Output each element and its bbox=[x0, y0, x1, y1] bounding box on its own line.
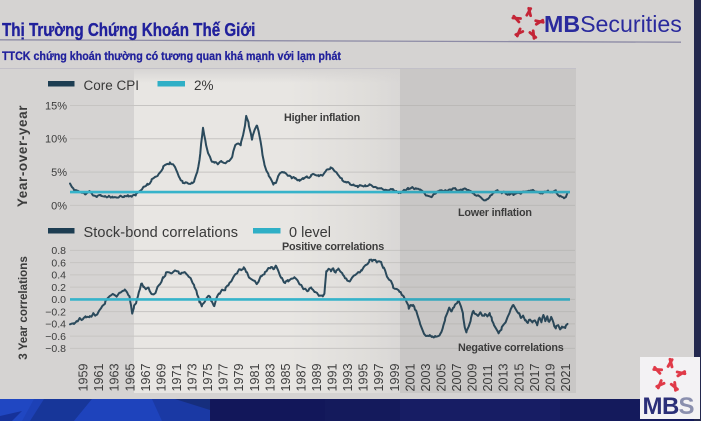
svg-text:1973: 1973 bbox=[186, 363, 200, 391]
svg-text:0%: 0% bbox=[51, 200, 67, 212]
svg-text:2015: 2015 bbox=[512, 363, 526, 391]
svg-text:1983: 1983 bbox=[263, 363, 277, 391]
svg-text:1987: 1987 bbox=[294, 363, 308, 391]
svg-text:1977: 1977 bbox=[217, 363, 231, 391]
svg-text:2021: 2021 bbox=[559, 363, 573, 391]
svg-text:1975: 1975 bbox=[201, 363, 215, 391]
svg-text:0.6: 0.6 bbox=[51, 257, 66, 269]
svg-text:1967: 1967 bbox=[139, 363, 153, 391]
svg-text:2001: 2001 bbox=[403, 363, 417, 391]
svg-text:−0.6: −0.6 bbox=[45, 331, 66, 343]
svg-text:2005: 2005 bbox=[435, 363, 449, 391]
svg-text:0.0: 0.0 bbox=[51, 294, 66, 306]
svg-text:1989: 1989 bbox=[310, 363, 324, 391]
svg-text:S: S bbox=[679, 393, 695, 419]
svg-text:3 Year correlations: 3 Year correlations bbox=[17, 256, 30, 360]
svg-text:2009: 2009 bbox=[466, 363, 480, 391]
svg-text:MB: MB bbox=[643, 393, 679, 419]
svg-text:Year-over-year: Year-over-year bbox=[15, 105, 30, 207]
svg-text:1985: 1985 bbox=[279, 363, 293, 391]
svg-text:1995: 1995 bbox=[357, 363, 371, 391]
svg-text:2019: 2019 bbox=[543, 363, 557, 391]
svg-text:2003: 2003 bbox=[419, 363, 433, 391]
svg-text:10%: 10% bbox=[45, 134, 67, 146]
svg-text:1979: 1979 bbox=[232, 363, 246, 391]
svg-text:15%: 15% bbox=[45, 100, 67, 112]
svg-text:0.2: 0.2 bbox=[51, 282, 66, 294]
svg-text:1965: 1965 bbox=[123, 363, 137, 391]
svg-text:1999: 1999 bbox=[388, 363, 402, 391]
svg-text:1963: 1963 bbox=[108, 363, 122, 391]
svg-text:0.8: 0.8 bbox=[51, 245, 66, 257]
svg-text:2007: 2007 bbox=[450, 363, 464, 391]
svg-text:1959: 1959 bbox=[77, 363, 91, 391]
svg-text:2017: 2017 bbox=[528, 363, 542, 391]
svg-text:2011: 2011 bbox=[481, 364, 495, 391]
svg-text:1997: 1997 bbox=[372, 363, 386, 391]
svg-text:1993: 1993 bbox=[341, 363, 355, 391]
svg-text:2013: 2013 bbox=[497, 363, 511, 391]
svg-text:1961: 1961 bbox=[92, 363, 106, 391]
svg-text:1969: 1969 bbox=[154, 363, 168, 391]
svg-text:1991: 1991 bbox=[326, 363, 340, 391]
svg-text:1971: 1971 bbox=[170, 363, 184, 391]
svg-text:−0.4: −0.4 bbox=[45, 319, 66, 331]
svg-text:−0.8: −0.8 bbox=[45, 343, 66, 355]
svg-text:1981: 1981 bbox=[248, 363, 262, 391]
svg-text:5%: 5% bbox=[51, 167, 67, 179]
svg-text:−0.2: −0.2 bbox=[45, 306, 66, 318]
svg-text:0.4: 0.4 bbox=[51, 270, 66, 282]
